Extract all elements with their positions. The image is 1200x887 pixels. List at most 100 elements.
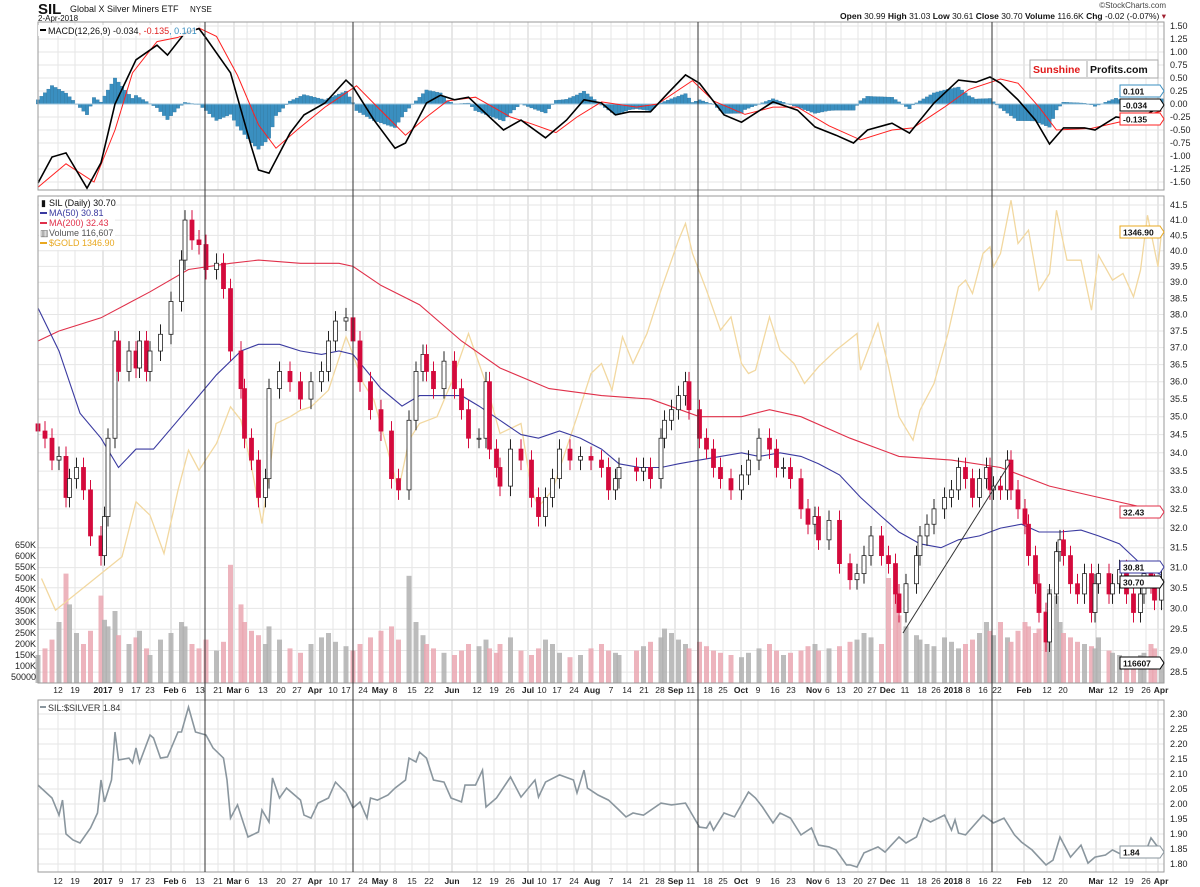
ratio-y-tick-label: 1.90: [1170, 829, 1188, 839]
candle-body: [263, 478, 268, 498]
macd-hist-tag-text: 0.101: [1123, 87, 1145, 97]
x-tick-label: 19: [1124, 876, 1134, 886]
price-candle: [924, 514, 930, 546]
macd-histogram-bar: [78, 103, 82, 108]
price-y-tick-label: 39.0: [1170, 277, 1188, 287]
x-tick-label: 20: [853, 685, 863, 695]
volume-bar: [847, 641, 853, 683]
macd-histogram-bar: [155, 103, 159, 108]
x-tick-label: 25: [718, 685, 728, 695]
price-y-tick-label: 34.0: [1170, 448, 1188, 458]
macd-histogram-bar: [386, 103, 390, 126]
volume-bar: [266, 626, 272, 683]
axes: 12121919201720179917172323FebFeb66131321…: [11, 21, 1191, 886]
macd-y-tick-label: -0.25: [1170, 112, 1191, 122]
volume-bar: [81, 644, 86, 683]
x-tick-label: Sep: [668, 685, 684, 695]
candle-body: [179, 259, 184, 302]
candle-body: [613, 478, 618, 491]
candle-body: [578, 456, 583, 461]
price-candle: [1075, 573, 1080, 604]
price-candle: [42, 421, 48, 449]
price-candle: [333, 311, 338, 351]
volume-bar: [116, 635, 121, 683]
volume-y-tick-label: 500K: [15, 573, 36, 583]
volume-bar: [1124, 657, 1129, 683]
price-candle: [977, 468, 982, 508]
x-tick-label: 26: [931, 685, 941, 695]
macd-histogram-bar: [291, 99, 296, 105]
price-y-tick-label: 41.5: [1170, 200, 1188, 210]
candle-body: [287, 371, 293, 383]
volume-bar: [74, 633, 79, 683]
candle-body: [343, 317, 349, 322]
x-tick-label: Nov: [806, 876, 822, 886]
price-candle: [903, 573, 909, 623]
candle-body: [102, 516, 107, 557]
macd-histogram-bar: [673, 97, 677, 105]
macd-histogram-bar: [228, 103, 233, 115]
price-y-tick-label: 30.0: [1170, 603, 1188, 613]
candle-body: [256, 459, 261, 498]
candle-body: [648, 467, 653, 480]
price-candle: [326, 331, 331, 382]
price-y-tick-label: 33.0: [1170, 485, 1188, 495]
macd-histogram-bar: [585, 93, 590, 105]
price-candle: [1015, 479, 1021, 519]
price-candle: [896, 584, 902, 623]
volume-bar: [518, 650, 524, 683]
x-tick-label: 12: [53, 685, 63, 695]
price-panel: [35, 200, 1164, 683]
macd-histogram-bar: [494, 103, 499, 119]
volume-bar: [567, 657, 573, 683]
price-candle: [1096, 563, 1101, 594]
candle-body: [487, 381, 492, 450]
macd-histogram-bar: [102, 95, 107, 105]
candle-body: [168, 301, 174, 335]
candle-body: [805, 508, 811, 525]
macd-histogram-bar: [1016, 103, 1020, 121]
chart-date: 2-Apr-2018: [38, 14, 79, 23]
price-candle: [389, 421, 394, 489]
price-candle: [767, 428, 772, 460]
ratio-value-tag-text: 1.84: [1123, 848, 1140, 858]
price-y-tick-label: 32.0: [1170, 523, 1188, 533]
macd-histogram-bar: [844, 103, 849, 111]
macd-histogram-bar: [60, 91, 65, 105]
trend-line: [902, 462, 1011, 634]
volume-bar: [263, 644, 268, 683]
volume-bar: [112, 611, 118, 683]
volume-value-tag-box: [1119, 656, 1165, 670]
macd-y-tick-label: 0.00: [1170, 99, 1188, 109]
volume-bar: [837, 646, 842, 683]
x-tick-label: 12: [53, 876, 63, 886]
macd-histogram-bar: [921, 98, 926, 105]
price-candle: [774, 439, 779, 478]
volume-bar: [378, 630, 384, 683]
candle-body: [879, 535, 884, 557]
ratio-y-tick-label: 2.00: [1170, 799, 1188, 809]
price-candle: [1026, 514, 1031, 566]
volume-bar: [613, 652, 618, 683]
legend-volume: Volume 116,607: [49, 228, 113, 238]
volume-bar: [826, 648, 832, 683]
macd-histogram-bar: [533, 103, 537, 110]
macd-y-tick-label: -1.00: [1170, 151, 1191, 161]
x-tick-label: Jun: [444, 876, 459, 886]
price-candle: [669, 399, 674, 431]
volume-bar: [1106, 650, 1112, 683]
volume-bar: [396, 639, 401, 683]
candle-body: [847, 563, 853, 581]
volume-y-tick-label: 250K: [15, 628, 36, 638]
x-tick-label: 14: [622, 685, 632, 695]
candle-body: [389, 430, 394, 480]
macd-hist-tag-box: [1119, 84, 1165, 98]
macd-histogram-bar: [512, 103, 516, 111]
macd-histogram-bar: [529, 103, 534, 109]
macd-histogram-bar: [925, 96, 929, 105]
x-tick-label: 2018: [944, 876, 963, 886]
volume-bar: [56, 622, 62, 683]
candle-body: [1075, 583, 1080, 595]
x-tick-label: Jul: [522, 876, 534, 886]
low-label: Low: [933, 11, 950, 21]
